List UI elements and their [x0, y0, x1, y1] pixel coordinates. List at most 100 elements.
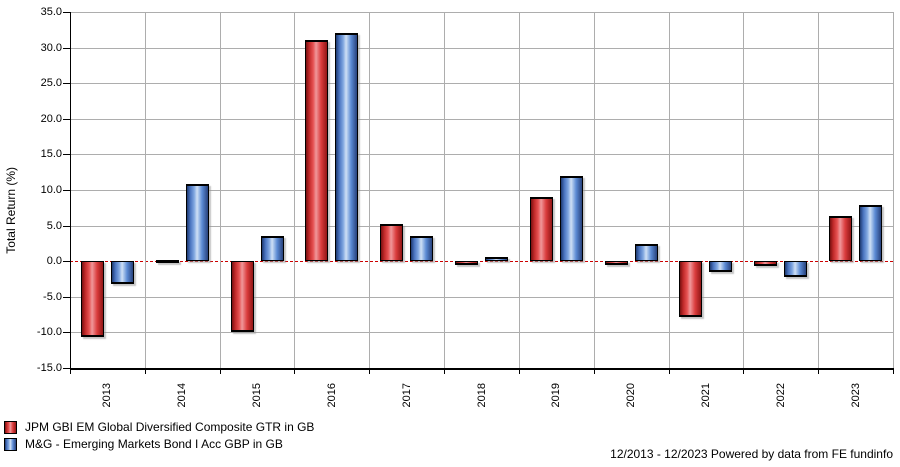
v-gridline: [444, 12, 446, 368]
y-tick-label: 25.0: [40, 77, 62, 90]
h-gridline: [70, 190, 893, 191]
legend-swatch-red: [4, 421, 17, 434]
y-tick-label: 5.0: [46, 219, 62, 232]
x-category-label: 2019: [547, 372, 565, 418]
x-category-label-text: 2014: [176, 382, 189, 408]
y-tick: [63, 332, 70, 334]
bar-2019-s1: [559, 175, 583, 262]
bar-2017-s0: [380, 224, 404, 262]
h-gridline: [70, 225, 893, 227]
x-category-label: 2023: [847, 372, 865, 418]
x-tick: [593, 368, 595, 374]
x-tick: [219, 368, 221, 374]
x-tick: [144, 368, 146, 374]
x-category-label-text: 2019: [550, 382, 563, 408]
x-category-label: 2016: [323, 372, 341, 418]
y-tick: [63, 190, 70, 191]
bar-2014-s0: [155, 259, 179, 263]
y-axis-title: Total Return (%): [2, 110, 20, 310]
x-category-label-text: 2020: [625, 382, 638, 408]
x-category-label-text: 2022: [774, 382, 787, 408]
bar-2021-s0: [679, 261, 703, 318]
footer-attribution: 12/2013 - 12/2023 Powered by data from F…: [610, 447, 893, 461]
bar-2017-s1: [410, 236, 434, 262]
v-gridline: [294, 12, 296, 368]
y-axis-title-text: Total Return (%): [4, 166, 18, 254]
x-category-label: 2018: [473, 372, 491, 418]
x-tick: [70, 368, 71, 374]
x-category-label-text: 2017: [400, 382, 413, 408]
x-category-label: 2020: [622, 372, 640, 418]
x-tick: [518, 368, 520, 374]
bar-2013-s1: [110, 261, 134, 284]
y-tick-label: -10.0: [36, 326, 62, 339]
v-gridline: [593, 12, 595, 368]
v-gridline: [144, 12, 146, 368]
bar-2020-s0: [604, 261, 628, 265]
x-category-label: 2014: [173, 372, 191, 418]
y-tick-label: -15.0: [36, 362, 62, 374]
legend-label: JPM GBI EM Global Diversified Composite …: [25, 420, 315, 434]
bar-2018-s0: [455, 261, 478, 265]
bar-2019-s0: [529, 197, 553, 262]
x-tick: [893, 368, 894, 374]
x-category-label: 2015: [248, 372, 266, 418]
bar-2018-s1: [485, 256, 508, 262]
h-gridline: [70, 296, 893, 298]
legend-item-mg: M&G - Emerging Markets Bond I Acc GBP in…: [4, 437, 283, 452]
y-tick: [63, 296, 70, 298]
v-gridline: [518, 12, 520, 368]
y-tick-label: 30.0: [40, 41, 62, 54]
x-category-label-text: 2018: [475, 382, 488, 408]
bar-2013-s0: [80, 261, 104, 338]
y-tick-label: 10.0: [40, 184, 62, 196]
y-tick: [63, 12, 70, 13]
h-gridline: [70, 332, 893, 334]
h-gridline: [70, 47, 893, 49]
bar-2014-s1: [185, 184, 209, 262]
bar-2015-s1: [260, 235, 284, 262]
h-gridline: [70, 118, 893, 120]
y-tick-label: 35.0: [40, 6, 62, 18]
y-tick-label: 0.0: [46, 255, 62, 268]
y-tick: [63, 154, 70, 156]
legend-label: M&G - Emerging Markets Bond I Acc GBP in…: [25, 437, 283, 451]
plot-right-border: [893, 12, 894, 368]
y-tick: [63, 83, 70, 85]
x-tick: [668, 368, 670, 374]
bar-2016-s1: [335, 32, 359, 262]
y-tick: [63, 118, 70, 120]
h-gridline: [70, 154, 893, 156]
x-tick: [444, 368, 446, 374]
x-category-label-text: 2021: [699, 382, 712, 408]
v-gridline: [219, 12, 221, 368]
bar-2022-s1: [784, 261, 808, 277]
bar-2020-s1: [634, 244, 658, 262]
x-category-label: 2021: [697, 372, 715, 418]
y-tick: [63, 225, 70, 227]
zero-gridline: [70, 260, 893, 262]
plot-top-border: [70, 12, 893, 13]
x-category-label-text: 2013: [101, 382, 114, 408]
bar-2023-s0: [829, 216, 853, 262]
y-tick: [63, 261, 70, 263]
v-gridline: [743, 12, 745, 368]
bar-2022-s0: [754, 261, 778, 267]
legend-item-jpm: JPM GBI EM Global Diversified Composite …: [4, 420, 314, 435]
y-tick-label: 15.0: [40, 148, 62, 161]
x-tick: [369, 368, 371, 374]
v-gridline: [668, 12, 670, 368]
bar-2023-s1: [859, 204, 883, 262]
y-axis-line: [70, 12, 71, 370]
x-category-label: 2017: [398, 372, 416, 418]
bar-2015-s0: [230, 261, 254, 333]
legend-swatch-blue: [4, 438, 17, 451]
y-tick-label: -5.0: [43, 290, 62, 303]
x-category-label-text: 2016: [325, 382, 338, 408]
y-tick: [63, 47, 70, 49]
x-category-label: 2022: [772, 372, 790, 418]
x-axis-line: [70, 368, 893, 370]
y-tick-label: 20.0: [40, 112, 62, 125]
h-gridline: [70, 83, 893, 85]
